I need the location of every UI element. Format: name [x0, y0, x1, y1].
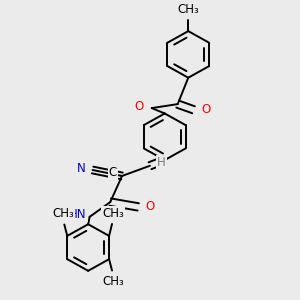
Text: N: N: [77, 162, 86, 176]
Text: CH₃: CH₃: [102, 207, 124, 220]
Text: O: O: [146, 200, 155, 213]
Text: CH₃: CH₃: [52, 207, 74, 220]
Text: C: C: [109, 166, 117, 179]
Text: H: H: [158, 156, 166, 170]
Text: CH₃: CH₃: [103, 275, 124, 288]
Text: O: O: [202, 103, 211, 116]
Text: HN: HN: [69, 208, 87, 221]
Text: O: O: [135, 100, 144, 113]
Text: CH₃: CH₃: [177, 3, 199, 16]
